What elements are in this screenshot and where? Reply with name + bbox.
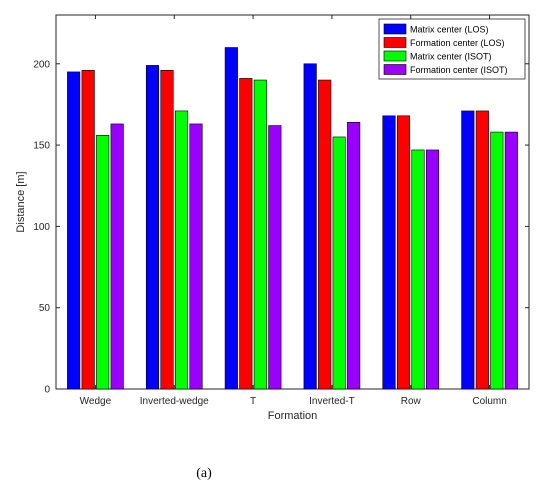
bar-inverted-t-series-1 xyxy=(303,63,317,390)
figure-caption: (a) xyxy=(196,466,212,481)
legend-entry-label: Matrix center (LOS) xyxy=(410,25,489,35)
bar-wedge-series-1 xyxy=(67,71,81,390)
x-tick-label: Inverted-wedge xyxy=(140,396,209,407)
bar-inverted-wedge-series-2 xyxy=(160,69,174,390)
x-tick-label: Row xyxy=(401,396,422,407)
bars-group xyxy=(67,47,518,390)
bar-inverted-t-series-2 xyxy=(318,79,332,390)
bar-column-series-3 xyxy=(490,131,504,390)
y-tick-label: 50 xyxy=(39,303,51,314)
bar-inverted-wedge-series-3 xyxy=(174,110,189,390)
bar-column-series-4 xyxy=(504,131,518,390)
x-tick-label: Column xyxy=(472,396,506,407)
x-axis-title: Formation xyxy=(268,410,318,422)
bar-column-series-1 xyxy=(461,110,475,390)
bar-wedge-series-4 xyxy=(110,123,124,390)
bar-inverted-t-series-3 xyxy=(332,136,346,390)
legend-swatch xyxy=(383,37,407,48)
y-tick-label: 0 xyxy=(44,385,50,396)
bar-row-series-4 xyxy=(425,149,440,390)
legend-swatch xyxy=(383,50,407,62)
legend-entry-label: Matrix center (ISOT) xyxy=(410,52,492,62)
y-axis-title: Distance [m] xyxy=(15,171,27,232)
y-tick-label: 150 xyxy=(33,141,50,152)
y-tick-label: 200 xyxy=(33,59,50,70)
legend-swatch xyxy=(383,64,407,75)
bar-row-series-2 xyxy=(396,115,411,390)
bar-t-series-2 xyxy=(239,78,253,390)
legend-swatch xyxy=(383,23,407,35)
bar-wedge-series-3 xyxy=(96,135,110,390)
bar-inverted-wedge-series-1 xyxy=(145,65,160,390)
y-axis-ticks: 0 50 100 150 200 xyxy=(33,59,529,396)
bar-row-series-3 xyxy=(411,149,425,390)
legend-entry-label: Formation center (ISOT) xyxy=(410,65,508,75)
y-tick-label: 100 xyxy=(33,222,50,233)
bar-t-series-4 xyxy=(268,125,282,390)
bar-wedge-series-2 xyxy=(81,69,95,390)
x-tick-label: Inverted-T xyxy=(309,396,355,407)
bar-row-series-1 xyxy=(382,115,396,390)
bar-t-series-3 xyxy=(253,79,267,390)
legend: Matrix center (LOS) Formation center (LOS… xyxy=(378,18,526,80)
bar-inverted-t-series-4 xyxy=(347,122,361,390)
bar-column-series-2 xyxy=(475,110,489,390)
bar-t-series-1 xyxy=(224,47,238,390)
legend-entry-label: Formation center (LOS) xyxy=(410,38,505,48)
x-tick-label: T xyxy=(250,396,256,407)
bar-inverted-wedge-series-4 xyxy=(189,123,203,390)
x-tick-label: Wedge xyxy=(80,396,112,407)
x-axis-ticks: Wedge Inverted-wedge T Inverted-T Row Column xyxy=(80,15,507,407)
